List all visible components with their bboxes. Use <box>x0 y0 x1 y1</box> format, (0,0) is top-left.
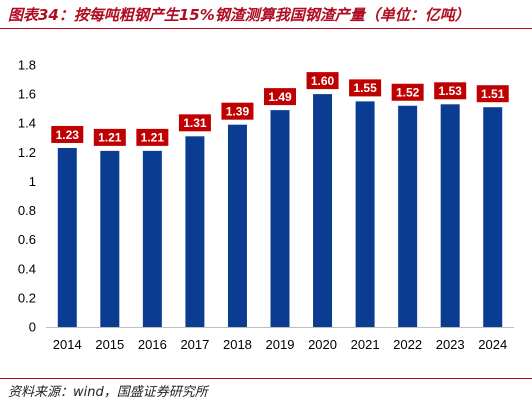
data-labels: 1.23 1.21 1.21 1.31 1.39 1.49 1.60 1.55 1.52 1.53… <box>51 72 509 146</box>
data-label-box <box>476 85 509 103</box>
data-label-box <box>136 128 169 146</box>
source-note: 资料来源：wind，国盛证券研究所 <box>8 385 208 400</box>
y-tick-label: 0.4 <box>18 261 36 276</box>
data-label: 1.53 <box>439 84 463 98</box>
data-label-box <box>93 128 126 146</box>
x-tick-label: 2018 <box>223 337 252 352</box>
data-label-box <box>178 114 211 132</box>
data-label-box <box>391 83 424 101</box>
y-tick-label: 1.6 <box>18 87 36 102</box>
x-tick-label: 2016 <box>138 337 167 352</box>
x-axis: 2014 2015 2016 2017 2018 2019 2020 2021 2022 2023… <box>46 327 514 352</box>
bar <box>100 150 120 327</box>
bar <box>227 124 247 327</box>
y-tick-label: 1 <box>29 174 36 189</box>
y-tick-label: 0.8 <box>18 203 36 218</box>
data-label-box <box>264 88 296 106</box>
x-tick-label: 2017 <box>180 337 209 352</box>
data-label: 1.31 <box>183 116 207 130</box>
x-tick-label: 2015 <box>95 337 124 352</box>
title-divider <box>0 28 532 29</box>
bar <box>142 150 162 327</box>
data-label-box <box>306 72 339 90</box>
x-tick-label: 2021 <box>351 337 380 352</box>
x-tick-label: 2020 <box>308 337 337 352</box>
data-label: 1.60 <box>311 74 335 88</box>
bar <box>270 110 290 327</box>
data-label-box <box>434 82 467 100</box>
source-divider <box>0 378 532 379</box>
bars <box>57 94 503 327</box>
data-label-box <box>221 102 254 120</box>
data-label: 1.23 <box>56 128 80 142</box>
bar <box>185 136 205 327</box>
x-tick-label: 2014 <box>53 337 82 352</box>
x-tick-label: 2023 <box>436 337 465 352</box>
y-tick-label: 0.2 <box>18 290 36 305</box>
data-label-box <box>51 125 84 143</box>
x-tick-label: 2022 <box>393 337 422 352</box>
data-label: 1.55 <box>353 81 377 95</box>
data-label: 1.39 <box>226 104 250 118</box>
y-tick-label: 0.6 <box>18 232 36 247</box>
data-label: 1.49 <box>268 90 292 104</box>
data-label: 1.51 <box>481 87 505 101</box>
bar <box>398 105 418 327</box>
chart-title: 图表34：按每吨粗钢产生15%钢渣测算我国钢渣产量（单位：亿吨） <box>8 6 470 24</box>
data-label: 1.52 <box>396 86 420 100</box>
x-tick-label: 2024 <box>478 337 507 352</box>
bar <box>483 107 503 327</box>
bar-chart: 00.20.40.60.811.21.41.61.8 2014 2015 2016 2… <box>18 58 514 352</box>
x-tick-label: 2019 <box>266 337 295 352</box>
bar <box>440 104 460 327</box>
y-axis: 0 0.2 0.4 0.6 0.8 1 1.2 1.4 1.6 1.8 <box>18 58 36 335</box>
y-tick-label: 0 <box>29 320 36 335</box>
bar <box>313 94 333 327</box>
data-label: 1.21 <box>141 131 165 145</box>
data-label: 1.21 <box>98 131 122 145</box>
bar <box>57 147 77 327</box>
y-tick-label: 1.2 <box>18 145 36 160</box>
bar <box>355 101 375 327</box>
y-tick-label: 1.4 <box>18 116 36 131</box>
y-tick-label: 1.8 <box>18 58 36 73</box>
data-label-box <box>349 79 382 97</box>
